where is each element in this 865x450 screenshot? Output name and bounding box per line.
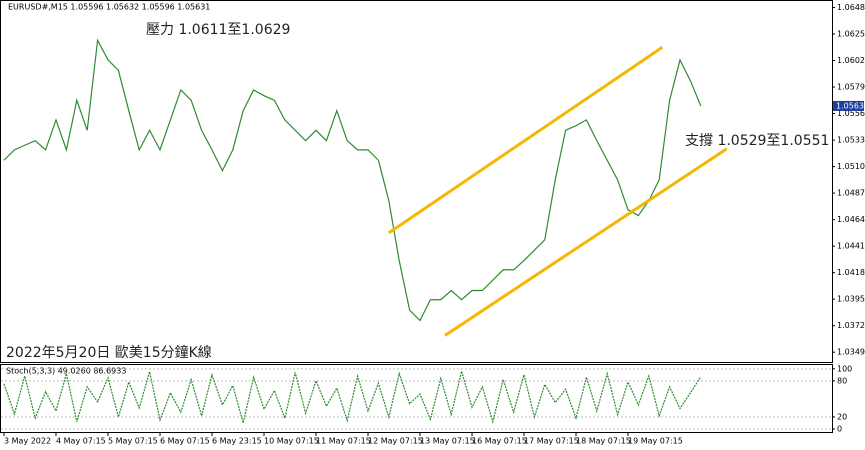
x-tick-label: 17 May 07:15 [524,437,579,446]
x-tick-label: 16 May 07:15 [472,437,527,446]
x-tick-label: 5 May 07:15 [108,437,158,446]
y-tick-label: 80 [837,376,847,385]
x-tick-label: 6 May 23:15 [212,437,262,446]
last-price-label: 1.05631 [836,101,865,110]
resistance-note: 壓力 1.0611至1.0629 [146,22,290,38]
stoch-panel [0,364,833,433]
y-tick-label: 1.03955 [837,295,865,304]
x-tick-label: 13 May 07:15 [420,437,475,446]
y-tick-label: 1.06255 [837,30,865,39]
chart-caption: 2022年5月20日 歐美15分鐘K線 [6,344,212,361]
y-tick-label: 20 [837,412,847,421]
y-tick-label: 1.04875 [837,189,865,198]
y-tick-label: 1.06485 [837,3,865,12]
x-tick-label: 6 May 07:15 [160,437,210,446]
support-note: 支撐 1.0529至1.0551 [685,133,829,149]
channel-line [444,147,728,337]
x-tick-label: 11 May 07:15 [316,437,371,446]
y-tick-label: 1.05565 [837,109,865,118]
y-tick-label: 1.04185 [837,268,865,277]
last-price-box [833,100,864,111]
x-tick-label: 3 May 2022 [4,437,51,446]
symbol-header: EURUSD#,M15 1.05596 1.05632 1.05596 1.05… [8,3,210,12]
stoch-header: Stoch(5,3,3) 49.0260 86.6933 [6,367,126,376]
y-tick-label: 1.03725 [837,321,865,330]
y-tick-label: 0 [837,424,842,433]
y-tick-label: 1.04645 [837,215,865,224]
main-panel [0,0,833,363]
price-line [3,38,702,322]
x-tick-label: 12 May 07:15 [368,437,423,446]
y-tick-label: 1.03495 [837,348,865,357]
x-tick-label: 18 May 07:15 [576,437,631,446]
x-tick-label: 4 May 07:15 [56,437,106,446]
channel-line [387,46,664,235]
y-tick-label: 1.05105 [837,162,865,171]
x-tick-label: 10 May 07:15 [264,437,319,446]
y-tick-label: 100 [837,364,852,373]
y-tick-label: 1.05795 [837,83,865,92]
x-tick-label: 19 May 07:15 [628,437,683,446]
y-tick-label: 1.04415 [837,242,865,251]
price-line [3,368,702,425]
y-tick-label: 1.06025 [837,56,865,65]
y-tick-label: 1.05335 [837,136,865,145]
